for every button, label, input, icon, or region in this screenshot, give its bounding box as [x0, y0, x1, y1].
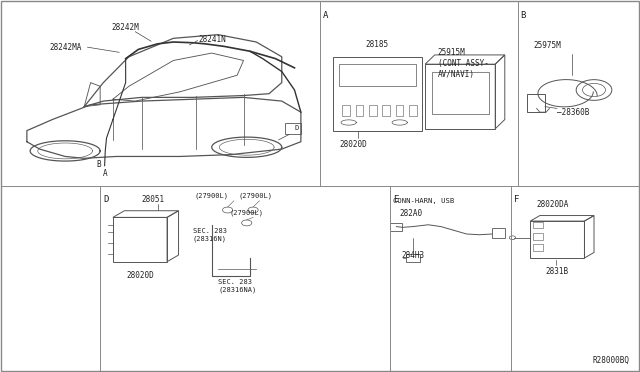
Text: B: B — [521, 11, 526, 20]
Bar — [342, 105, 350, 116]
Text: 28242MA: 28242MA — [49, 43, 81, 52]
Text: SEC. 283
(28316NA): SEC. 283 (28316NA) — [218, 279, 256, 293]
Text: (27900L): (27900L) — [230, 210, 264, 216]
Bar — [113, 217, 167, 262]
Bar — [396, 105, 403, 116]
Text: 282A0: 282A0 — [399, 209, 423, 218]
Bar — [356, 105, 364, 116]
Bar — [333, 57, 422, 131]
Bar — [534, 222, 543, 228]
Text: D: D — [103, 195, 109, 204]
Text: R28000BQ: R28000BQ — [592, 356, 629, 365]
Text: (27900L): (27900L) — [238, 192, 272, 199]
Bar — [492, 228, 505, 238]
Bar — [339, 64, 415, 86]
Bar — [390, 223, 401, 231]
Text: SEC. 283
(28316N): SEC. 283 (28316N) — [193, 228, 227, 243]
Bar — [534, 233, 543, 240]
Text: 28242M: 28242M — [112, 23, 140, 32]
Text: (27900L): (27900L) — [195, 192, 228, 199]
Text: 28241N: 28241N — [199, 35, 227, 44]
Text: F: F — [515, 195, 520, 204]
Bar — [369, 105, 377, 116]
Text: 28020D: 28020D — [339, 140, 367, 149]
Text: 28051: 28051 — [141, 195, 164, 204]
Text: 2831B: 2831B — [546, 267, 569, 276]
Text: E: E — [394, 195, 399, 204]
Bar — [431, 71, 489, 114]
Bar — [406, 254, 420, 262]
Text: 28020DA: 28020DA — [537, 200, 569, 209]
Text: A: A — [323, 11, 328, 20]
Text: D: D — [294, 125, 298, 131]
Text: CONN-HARN, USB: CONN-HARN, USB — [394, 198, 454, 204]
Text: 28020D: 28020D — [126, 271, 154, 280]
Bar — [383, 105, 390, 116]
Bar — [285, 123, 301, 134]
Bar — [531, 221, 584, 258]
Bar — [409, 105, 417, 116]
Text: 28185: 28185 — [366, 41, 389, 49]
Text: 25915M
(CONT ASSY-
AV/NAVI): 25915M (CONT ASSY- AV/NAVI) — [438, 48, 489, 79]
Bar — [527, 94, 545, 112]
Text: A: A — [103, 169, 108, 177]
Text: B: B — [96, 160, 100, 169]
Text: —28360B: —28360B — [557, 108, 589, 117]
Text: 25975M: 25975M — [534, 41, 561, 50]
Text: 284H3: 284H3 — [401, 251, 425, 260]
Bar — [534, 244, 543, 251]
